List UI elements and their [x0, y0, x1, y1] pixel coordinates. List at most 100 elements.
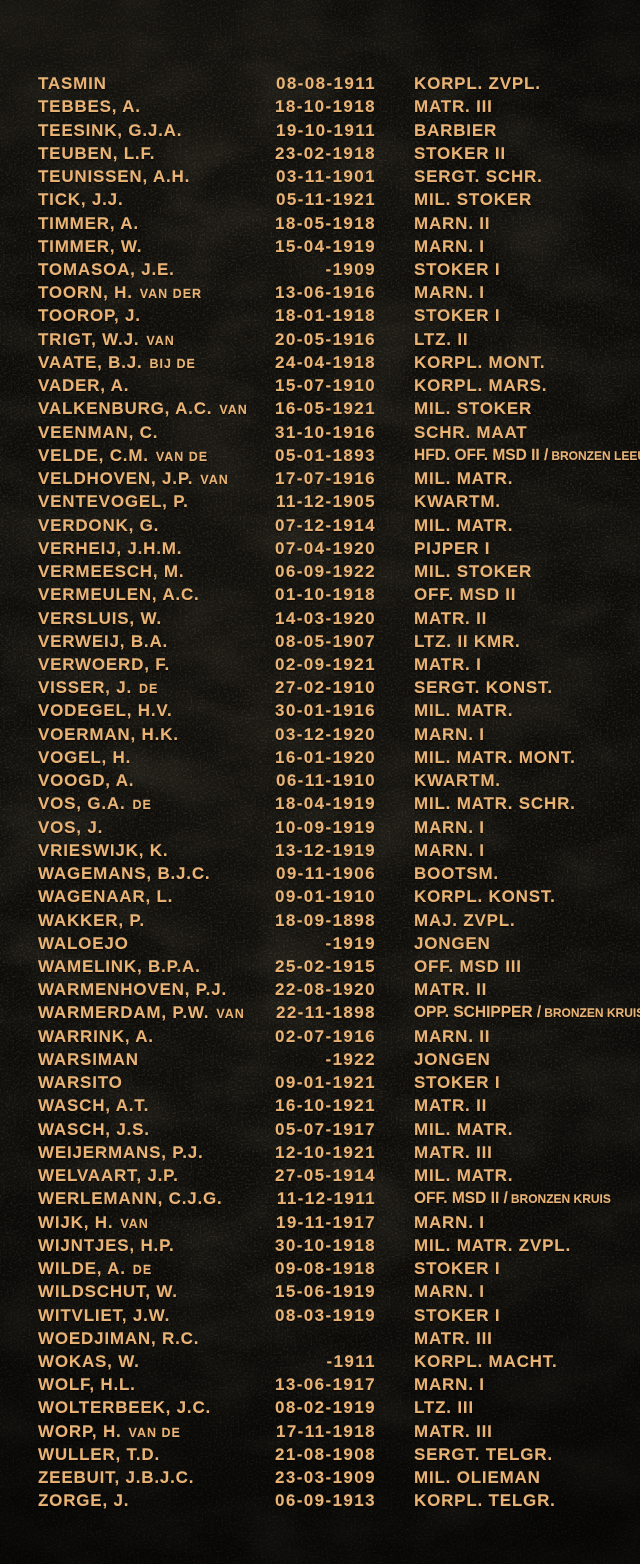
entry-surname-initials: WARMENHOVEN, P.J.	[38, 980, 227, 1000]
entry-rank: SERGT. SCHR.	[376, 168, 640, 185]
memorial-entry-row: TEUBEN, L.F. 23-02-1918 STOKER II	[0, 142, 640, 165]
memorial-entry-row: ZEEBUIT, J.B.J.C. 23-03-1909 MIL. OLIEMA…	[0, 1466, 640, 1489]
entry-name: WAGENAAR, L.	[38, 888, 262, 905]
entry-rank: KORPL. ZVPL.	[376, 75, 640, 92]
entry-rank: SCHR. MAAT	[376, 424, 640, 441]
entry-date: 24-04-1918	[275, 352, 376, 372]
memorial-entry-row: ZORGE, J. 06-09-1913 KORPL. TELGR.	[0, 1489, 640, 1512]
memorial-entry-row: TICK, J.J. 05-11-1921 MIL. STOKER	[0, 188, 640, 211]
entry-rank-title: STOKER I	[414, 259, 501, 279]
entry-date: 05-01-1893	[275, 445, 376, 465]
entry-date: 09-08-1918	[275, 1259, 376, 1279]
entry-date: 09-01-1921	[275, 1073, 376, 1093]
entry-rank: MARN. I	[376, 1214, 640, 1231]
entry-name: WULLER, T.D.	[38, 1446, 262, 1463]
entry-name: WASCH, A.T.	[38, 1097, 262, 1114]
entry-rank: PIJPER I	[376, 540, 640, 557]
entry-surname-initials: WERLEMANN, C.J.G.	[38, 1189, 223, 1209]
entry-name: VERMEULEN, A.C.	[38, 586, 262, 603]
entry-rank-title: MATR. III	[414, 1421, 493, 1441]
entry-date: 18-10-1918	[275, 97, 376, 117]
entry-rank-title: HFD. OFF. MSD II /	[414, 446, 549, 464]
entry-date: 08-05-1907	[275, 631, 376, 651]
entry-name: WARMERDAM, P.W. VAN	[38, 1004, 262, 1021]
entry-rank-title: KWARTM.	[414, 492, 501, 512]
entry-surname-initials: TEUBEN, L.F.	[38, 143, 156, 163]
entry-surname-initials: WILDSCHUT, W.	[38, 1282, 178, 1302]
entry-rank-title: STOKER I	[414, 306, 501, 326]
entry-surname-initials: VOS, G.A.	[38, 794, 126, 814]
entry-name: WALOEJO	[38, 935, 262, 952]
memorial-entry-row: WILDE, A. DE 09-08-1918 STOKER I	[0, 1257, 640, 1280]
entry-rank: KORPL. MACHT.	[376, 1353, 640, 1370]
entry-surname-initials: WIJNTJES, H.P.	[38, 1235, 175, 1255]
entry-name: VERWOERD, F.	[38, 656, 262, 673]
entry-name: WELVAART, J.P.	[38, 1167, 262, 1184]
entry-rank: MARN. I	[376, 842, 640, 859]
entry-name: VERHEIJ, J.H.M.	[38, 540, 262, 557]
entry-date: 23-03-1909	[275, 1468, 376, 1488]
entry-name: VODEGEL, H.V.	[38, 702, 262, 719]
entry-surname-initials: WOLTERBEEK, J.C.	[38, 1398, 212, 1418]
memorial-entry-row: VERWOERD, F. 02-09-1921 MATR. I	[0, 653, 640, 676]
entry-date: 05-11-1921	[275, 190, 376, 210]
entry-rank: OFF. MSD III	[376, 958, 640, 975]
memorial-entry-row: WARRINK, A. 02-07-1916 MARN. II	[0, 1025, 640, 1048]
entry-surname-initials: WARRINK, A.	[38, 1026, 154, 1046]
entry-name: WAKKER, P.	[38, 912, 262, 929]
entry-date: -1919	[325, 933, 376, 953]
entry-date: 12-10-1921	[275, 1142, 376, 1162]
entry-date: -1922	[325, 1049, 376, 1069]
entry-surname-initials: VERHEIJ, J.H.M.	[38, 538, 183, 558]
entry-rank-decoration: BRONZEN KRUIS	[510, 1192, 611, 1207]
entry-rank: MARN. I	[376, 1283, 640, 1300]
entry-surname-initials: ZEEBUIT, J.B.J.C.	[38, 1468, 195, 1488]
memorial-entry-row: VAATE, B.J. BIJ DE 24-04-1918 KORPL. MONT…	[0, 351, 640, 374]
entry-name-particle: DE	[132, 798, 152, 813]
entry-surname-initials: WIJK, H.	[38, 1212, 114, 1232]
entry-rank: MARN. I	[376, 819, 640, 836]
memorial-entry-row: TRIGT, W.J. VAN 20-05-1916 LTZ. II	[0, 328, 640, 351]
entry-surname-initials: TRIGT, W.J.	[38, 329, 140, 349]
entry-rank: MIL. MATR.	[376, 470, 640, 487]
entry-name: WITVLIET, J.W.	[38, 1307, 262, 1324]
memorial-entry-row: WIJNTJES, H.P. 30-10-1918 MIL. MATR. ZVP…	[0, 1234, 640, 1257]
entry-name: WOEDJIMAN, R.C.	[38, 1330, 262, 1347]
entry-rank: MATR. II	[376, 981, 640, 998]
entry-surname-initials: VELDE, C.M.	[38, 445, 149, 465]
entry-rank-title: MATR. II	[414, 980, 488, 1000]
entry-name: WARRINK, A.	[38, 1028, 262, 1045]
entry-rank: OFF. MSD II / BRONZEN KRUIS	[376, 1191, 640, 1207]
entry-rank: STOKER I	[376, 1074, 640, 1091]
memorial-entry-row: WARSITO 09-01-1921 STOKER I	[0, 1071, 640, 1094]
entry-name: VAATE, B.J. BIJ DE	[38, 354, 262, 371]
memorial-entry-row: VEENMAN, C. 31-10-1916 SCHR. MAAT	[0, 421, 640, 444]
entry-surname-initials: WELVAART, J.P.	[38, 1166, 179, 1186]
memorial-entry-row: WARSIMAN -1922 JONGEN	[0, 1048, 640, 1071]
memorial-entry-row: VOS, J. 10-09-1919 MARN. I	[0, 816, 640, 839]
entry-date: 30-10-1918	[275, 1235, 376, 1255]
entry-rank: KWARTM.	[376, 772, 640, 789]
entry-rank-title: SERGT. KONST.	[414, 678, 553, 698]
entry-rank: MIL. MATR. SCHR.	[376, 795, 640, 812]
entry-rank: MIL. MATR.	[376, 517, 640, 534]
entry-surname-initials: TOORN, H.	[38, 283, 133, 303]
memorial-entry-row: VODEGEL, H.V. 30-01-1916 MIL. MATR.	[0, 699, 640, 722]
entry-name: WORP, H. VAN DE	[38, 1423, 262, 1440]
entry-name: VOGEL, H.	[38, 749, 262, 766]
entry-name-particle: VAN	[120, 1216, 149, 1231]
entry-date: 22-11-1898	[275, 1003, 376, 1023]
entry-rank: STOKER I	[376, 307, 640, 324]
memorial-entry-row: WERLEMANN, C.J.G. 11-12-1911 OFF. MSD II…	[0, 1187, 640, 1210]
entry-surname-initials: VOOGD, A.	[38, 771, 135, 791]
entry-rank-title: MARN. I	[414, 817, 485, 837]
entry-surname-initials: VALKENBURG, A.C.	[38, 399, 213, 419]
entry-surname-initials: VERMEESCH, M.	[38, 562, 185, 582]
entry-surname-initials: WARSITO	[38, 1073, 123, 1093]
entry-name: WAMELINK, B.P.A.	[38, 958, 262, 975]
entry-date: 19-11-1917	[275, 1212, 376, 1232]
entry-name-particle: VAN	[146, 333, 175, 348]
entry-name-particle: BIJ DE	[149, 356, 196, 371]
entry-rank: MATR. III	[376, 98, 640, 115]
